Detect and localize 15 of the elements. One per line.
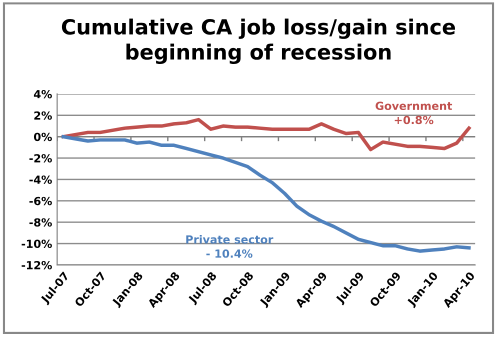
y-tick-label: 0%: [34, 132, 52, 142]
y-tick-label: -10%: [22, 240, 52, 248]
text: Private sector: [186, 235, 274, 244]
line-series: [62, 118, 471, 152]
annotation: +0.8%: [394, 116, 434, 124]
annotation: - 10.4%: [206, 249, 252, 258]
y-tick-label: 4%: [34, 90, 52, 98]
y-tick-label: -4%: [29, 175, 52, 184]
y-tick-label: -12%: [22, 260, 52, 270]
chart-title: Cumulative CA job loss/gain since beginning of recession: [62, 18, 455, 64]
y-tick-label: -8%: [29, 218, 52, 227]
text: Government: [376, 102, 452, 110]
y-tick-label: 2%: [34, 111, 52, 120]
y-tick-label: -2%: [29, 154, 52, 162]
y-tick-label: -6%: [29, 196, 52, 206]
